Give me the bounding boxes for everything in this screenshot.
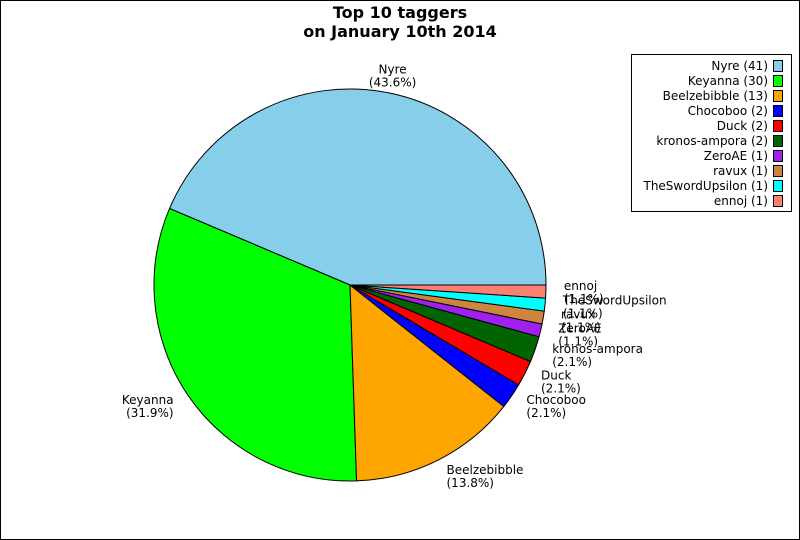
legend-entry: ZeroAE (1): [704, 149, 783, 163]
slice-label-percent: (1.1%): [561, 321, 601, 335]
slice-label-percent: (13.8%): [447, 476, 494, 490]
slice-label: TheSwordUpsilon (1.1%): [562, 293, 667, 320]
slice-label: ZeroAE (1.1%): [558, 322, 601, 349]
chart-title: Top 10 taggers: [332, 3, 468, 22]
slice-label-name: Beelzebibble: [447, 463, 524, 477]
slice-label-name: ZeroAE: [558, 322, 601, 336]
slice-label-percent: (43.6%): [369, 75, 416, 89]
legend-entry: Nyre (41): [711, 59, 783, 73]
legend-swatch: [773, 105, 783, 117]
slice-label-percent: (1.1%): [564, 292, 604, 306]
slice-label-name: kronos-ampora: [552, 342, 643, 356]
pie-slices: [153, 88, 547, 482]
slice-label-percent: (2.1%): [541, 382, 581, 396]
legend-entry: Chocoboo (2): [688, 104, 783, 118]
slice-label: ennoj (1.1%): [564, 279, 604, 306]
legend: Nyre (41) Keyanna (30) Beelzebibble (13) Ch…: [631, 54, 792, 212]
slice-label: Nyre (43.6%): [369, 62, 416, 89]
slice-label-name: Chocoboo: [526, 393, 586, 407]
legend-label: Duck (2): [716, 119, 768, 133]
legend-entry: ennoj (1): [714, 194, 783, 208]
slice-label-name: ennoj: [564, 279, 597, 293]
slice-label-name: Duck: [541, 369, 571, 383]
legend-swatch: [773, 180, 783, 192]
slice-label-percent: (2.1%): [526, 406, 566, 420]
slice-label: Beelzebibble (13.8%): [447, 463, 524, 490]
legend-entry: kronos-ampora (2): [656, 134, 783, 148]
pie-slice-keyanna: [153, 207, 358, 482]
pie-labels: Nyre (43.6%) Keyanna (31.9%) Beelzebibble (13…: [122, 62, 667, 490]
legend-entry: Keyanna (30): [688, 74, 783, 88]
slice-label-name: TheSwordUpsilon: [562, 293, 667, 307]
legend-label: TheSwordUpsilon (1): [643, 179, 768, 193]
slice-label-percent: (1.1%): [558, 335, 598, 349]
slice-label: Duck (2.1%): [541, 369, 581, 396]
legend-label: ravux (1): [713, 164, 768, 178]
legend-label: Beelzebibble (13): [662, 89, 768, 103]
legend-entry: Beelzebibble (13): [663, 89, 783, 103]
legend-swatch: [773, 150, 783, 162]
legend-swatch: [773, 75, 783, 87]
chart-subtitle: on January 10th 2014: [303, 22, 497, 41]
legend-label: ZeroAE (1): [703, 149, 768, 163]
slice-label: Keyanna (31.9%): [122, 393, 174, 420]
slice-label-percent: (2.1%): [552, 355, 592, 369]
legend-label: Chocoboo (2): [687, 104, 768, 118]
legend-label: Keyanna (30): [687, 74, 768, 88]
legend-label: Nyre (41): [711, 59, 768, 73]
chart-title-block: Top 10 taggers on January 10th 2014: [0, 3, 800, 41]
pie-slice-nyre: [168, 88, 547, 286]
slice-label-name: ravux: [561, 308, 595, 322]
slice-label-name: Nyre: [379, 62, 407, 76]
slice-label: ravux (1.1%): [561, 308, 601, 335]
legend-entry: Duck (2): [717, 119, 783, 133]
pie-slice-beelzebibble: [349, 283, 505, 482]
pie-slice-ennoj: [349, 284, 547, 299]
legend-entry: ravux (1): [713, 164, 783, 178]
legend-label: ennoj (1): [713, 194, 768, 208]
slice-label-name: Keyanna: [122, 393, 174, 407]
legend-swatch: [773, 90, 783, 102]
legend-entry: TheSwordUpsilon (1): [643, 179, 783, 193]
legend-swatch: [773, 135, 783, 147]
slice-label-percent: (31.9%): [126, 406, 173, 420]
legend-swatch: [773, 60, 783, 72]
legend-swatch: [773, 165, 783, 177]
slice-label-percent: (1.1%): [563, 306, 603, 320]
legend-swatch: [773, 195, 783, 207]
slice-label: Chocoboo (2.1%): [526, 393, 586, 420]
legend-swatch: [773, 120, 783, 132]
legend-label: kronos-ampora (2): [656, 134, 768, 148]
slice-label: kronos-ampora (2.1%): [552, 342, 643, 369]
